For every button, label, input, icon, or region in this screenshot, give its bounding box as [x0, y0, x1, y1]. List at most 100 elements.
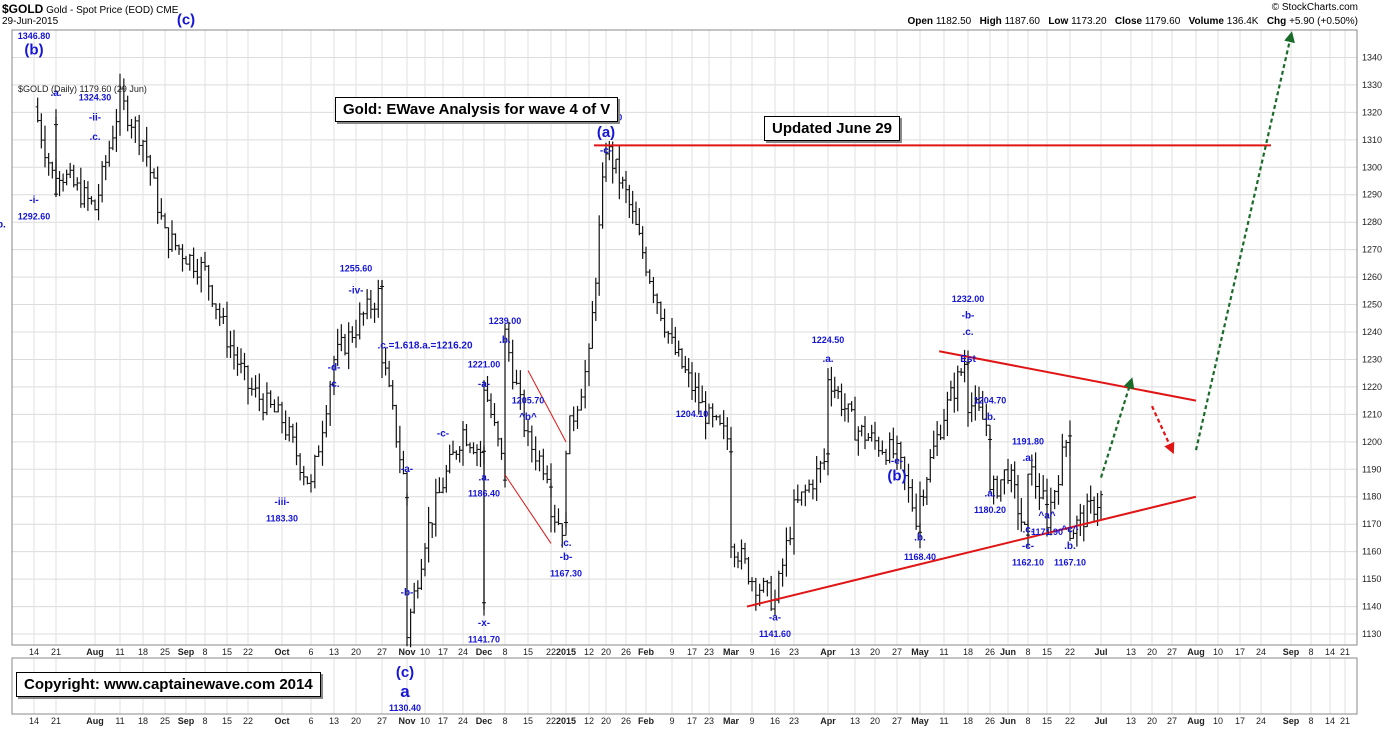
wave-label: .b. [984, 412, 996, 423]
x-tick-label: 27 [377, 647, 387, 657]
wave-label: 1204.70 [974, 395, 1007, 405]
bottom-wave-label: (c) [396, 664, 414, 681]
x-tick-label: 17 [1235, 647, 1245, 657]
wave-label: 1346.80 [18, 31, 51, 41]
wave-label: (b) [24, 42, 43, 59]
x-tick-label: Sep [1283, 716, 1300, 726]
x-tick-label: 27 [1167, 716, 1177, 726]
wave-label: .a. [50, 88, 61, 99]
wave-label: -c- [1022, 541, 1034, 552]
low-value: 1173.20 [1071, 16, 1107, 27]
x-tick-label: 15 [222, 647, 232, 657]
x-tick-label: Aug [1187, 716, 1205, 726]
x-tick-label: 20 [601, 647, 611, 657]
wave-label: 1191.80 [1012, 437, 1044, 447]
bottom-wave-label: a [400, 682, 410, 701]
wave-label: 1224.50 [812, 335, 845, 345]
x-tick-label: 18 [963, 716, 973, 726]
x-tick-label: Oct [274, 716, 289, 726]
open-value: 1182.50 [935, 16, 972, 27]
x-tick-label: 8 [502, 647, 507, 657]
wave-label: 1292.60 [18, 211, 51, 221]
plot-frame [11, 29, 1358, 646]
wave-label: ^a^ [1038, 511, 1055, 522]
y-tick-label: 1140 [1362, 602, 1381, 612]
x-tick-label: 2015 [556, 647, 576, 657]
x-tick-label: 23 [704, 647, 714, 657]
x-tick-label: 14 [1325, 647, 1335, 657]
ohlc-row: Open 1182.50 High 1187.60 Low 1173.20 Cl… [907, 16, 1358, 27]
x-tick-label: 20 [870, 647, 880, 657]
x-tick-label: 25 [160, 716, 170, 726]
y-tick-label: 1230 [1362, 354, 1382, 364]
triangle-line-lower [504, 474, 552, 544]
x-tick-label: Jul [1094, 647, 1107, 657]
wave-label: -a- [769, 612, 781, 623]
high-label: High [979, 16, 1002, 27]
x-tick-label: 9 [749, 647, 754, 657]
wave-label: .b. [499, 335, 511, 346]
y-tick-label: 1340 [1362, 52, 1382, 62]
wave-label: .a. [478, 472, 489, 483]
x-tick-label: 12 [584, 647, 594, 657]
x-tick-label: 16 [770, 716, 780, 726]
y-tick-label: 1300 [1362, 162, 1382, 172]
x-tick-label: 27 [892, 647, 902, 657]
x-tick-label: Jun [1000, 647, 1016, 657]
x-tick-label: 15 [523, 647, 533, 657]
volume-value: 136.4K [1226, 16, 1259, 27]
x-tick-label: 13 [850, 716, 860, 726]
x-tick-label: 15 [523, 716, 533, 726]
wave-label: -a- [478, 379, 490, 390]
x-tick-label: 10 [1213, 647, 1223, 657]
wave-label: .c. [328, 379, 339, 390]
x-tick-label: 8 [1025, 647, 1030, 657]
y-tick-label: 1180 [1362, 492, 1381, 502]
wave-label: .b. [0, 220, 6, 231]
x-tick-label: 8 [1025, 716, 1030, 726]
x-tick-label: 22 [1065, 716, 1075, 726]
wave-label: -iv- [349, 286, 364, 297]
x-tick-label: 6 [308, 647, 313, 657]
x-tick-label: Sep [178, 647, 195, 657]
x-tick-label: 15 [222, 716, 232, 726]
wave-label: 1324.30 [79, 93, 112, 103]
x-tick-label: Apr [820, 716, 836, 726]
wave-label: 1168.40 [904, 552, 936, 562]
x-tick-label: Feb [638, 647, 655, 657]
x-tick-label: 26 [985, 647, 995, 657]
wave-label: -e- [891, 456, 903, 467]
x-tick-label: Nov [398, 716, 415, 726]
x-tick-label: 8 [202, 716, 207, 726]
wave-label: -ii- [89, 113, 101, 124]
x-tick-label: Mar [723, 647, 740, 657]
y-axis: 1130 1140 1150 1160 1170 1180 1190 1200 1210 1220… [1362, 52, 1382, 639]
wave-label: -b- [401, 588, 414, 599]
x-tick-label: 14 [29, 716, 39, 726]
x-tick-label: 20 [1147, 647, 1157, 657]
x-tick-label: Sep [178, 716, 195, 726]
x-tick-label: 11 [115, 647, 124, 657]
bottom-wave-label: 1130.40 [389, 703, 421, 713]
x-tick-label: 8 [1308, 647, 1313, 657]
x-tick-label: 21 [1340, 716, 1350, 726]
chg-label: Chg [1266, 16, 1287, 27]
x-tick-label: 23 [789, 716, 799, 726]
y-tick-label: 1200 [1362, 437, 1382, 447]
brand-link[interactable]: © StockCharts.com [1271, 2, 1358, 13]
updated-box: Updated June 29 [764, 116, 901, 141]
x-tick-label: Feb [638, 716, 655, 726]
symbol-desc: Gold - Spot Price (EOD) CME [46, 5, 179, 16]
y-tick-label: 1240 [1362, 327, 1382, 337]
wave-label: .a. [984, 489, 995, 500]
x-tick-label: 11 [939, 647, 948, 657]
x-tick-label: 26 [621, 716, 631, 726]
x-tick-label: 18 [963, 647, 973, 657]
x-tick-label: 10 [420, 647, 430, 657]
x-tick-label: 24 [458, 716, 468, 726]
y-tick-label: 1290 [1362, 190, 1382, 200]
symbol: $GOLD [2, 2, 44, 16]
x-tick-label: 13 [329, 716, 339, 726]
wave-label: -b- [560, 552, 573, 563]
